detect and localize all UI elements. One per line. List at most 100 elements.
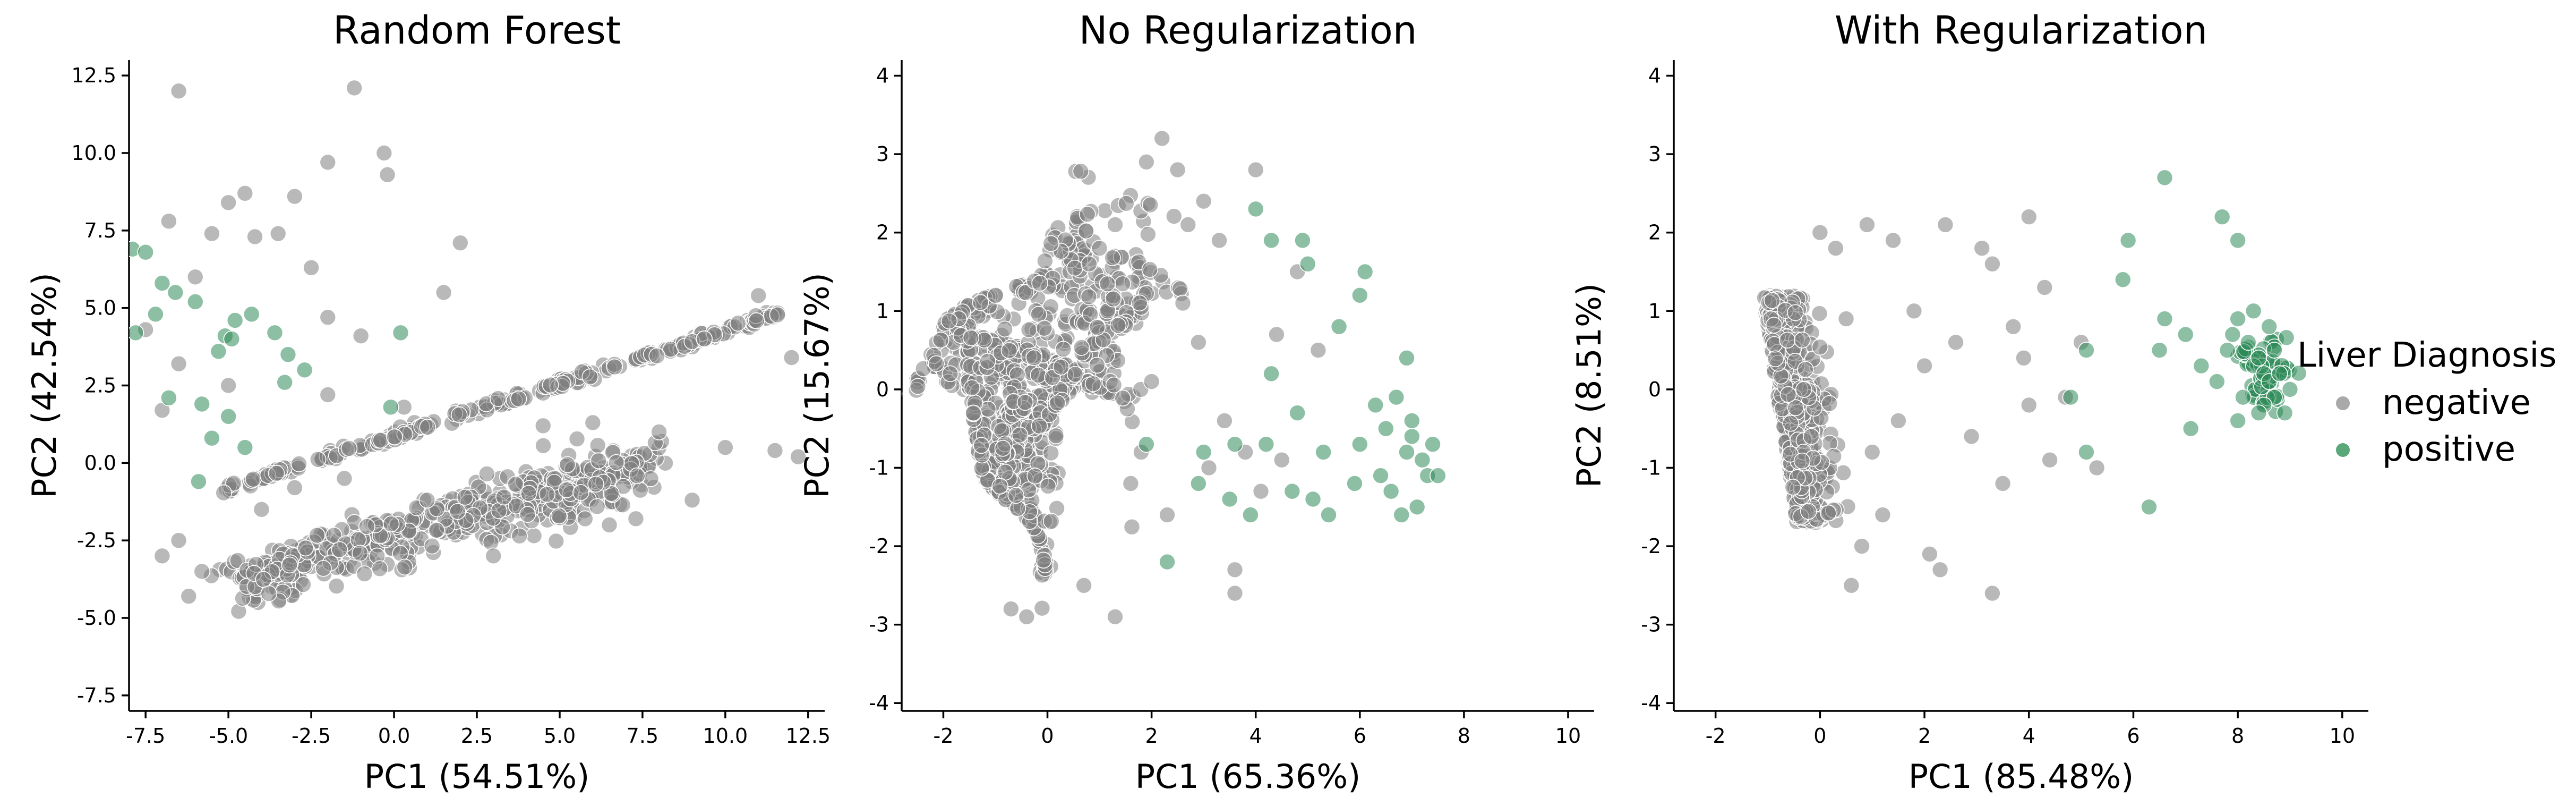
point-negative — [1089, 357, 1106, 374]
point-negative — [1853, 538, 1870, 555]
point-negative — [153, 547, 171, 565]
point-negative — [538, 486, 556, 503]
point-negative — [648, 347, 665, 364]
point-negative — [371, 560, 389, 578]
point-positive — [2229, 412, 2246, 429]
x-axis-label: PC1 (54.51%) — [364, 757, 590, 796]
point-negative — [766, 442, 784, 459]
point-negative — [631, 481, 649, 499]
y-tick-label: -3 — [869, 613, 889, 637]
point-negative — [1105, 290, 1122, 308]
point-negative — [507, 476, 524, 493]
point-negative — [297, 539, 314, 557]
point-positive — [1398, 444, 1415, 461]
point-positive — [2193, 357, 2210, 375]
point-positive — [226, 312, 244, 329]
x-tick-label: 5.0 — [544, 724, 576, 748]
point-positive — [276, 374, 293, 391]
point-negative — [309, 451, 327, 468]
point-negative — [651, 423, 667, 440]
point-negative — [1811, 338, 1829, 355]
point-positive — [1247, 200, 1264, 218]
point-negative — [1118, 195, 1135, 212]
point-negative — [1963, 428, 1980, 445]
point-negative — [1035, 552, 1052, 569]
x-tick-label: 0 — [1041, 724, 1054, 748]
point-negative — [1787, 304, 1804, 321]
x-tick-label: 0.0 — [378, 724, 410, 748]
point-negative — [319, 386, 337, 403]
y-tick-label: 4 — [1648, 64, 1661, 88]
point-positive — [2276, 404, 2293, 421]
y-tick-label: -2 — [1641, 534, 1661, 558]
point-positive — [190, 473, 207, 490]
panel-title: With Regularization — [1835, 8, 2207, 53]
point-negative — [1247, 161, 1264, 179]
y-tick-label: -2 — [869, 534, 889, 558]
legend-label-negative: negative — [2382, 383, 2531, 422]
point-negative — [1195, 192, 1212, 210]
y-tick-label: 0 — [876, 378, 889, 401]
point-positive — [1382, 482, 1400, 500]
point-negative — [614, 496, 631, 514]
y-tick-label: 2.5 — [84, 374, 116, 397]
point-negative — [1007, 487, 1024, 504]
point-negative — [1787, 399, 1804, 417]
point-negative — [589, 437, 606, 454]
point-negative — [428, 522, 445, 539]
point-positive — [2250, 350, 2267, 367]
x-tick-label: 7.5 — [627, 724, 658, 748]
point-negative — [1947, 334, 1964, 351]
point-negative — [508, 497, 525, 515]
point-negative — [315, 559, 332, 577]
point-positive — [186, 293, 204, 310]
y-tick-label: -4 — [869, 691, 889, 715]
point-negative — [1226, 561, 1244, 579]
point-negative — [994, 440, 1012, 457]
point-positive — [1304, 490, 1322, 508]
point-negative — [730, 315, 747, 332]
point-negative — [1131, 294, 1148, 312]
panel-no-regularization: No Regularization PC1 (65.36%) PC2 (15.6… — [798, 8, 1594, 796]
point-negative — [290, 455, 307, 472]
point-positive — [1263, 365, 1280, 383]
point-positive — [1403, 428, 1420, 445]
point-negative — [1211, 232, 1228, 249]
point-positive — [243, 306, 260, 323]
point-negative — [1784, 478, 1801, 496]
point-negative — [1017, 284, 1034, 301]
point-positive — [236, 439, 254, 456]
point-negative — [928, 355, 945, 372]
point-positive — [1377, 420, 1394, 437]
point-negative — [559, 456, 576, 473]
point-positive — [2266, 342, 2283, 359]
point-negative — [1030, 367, 1047, 384]
point-negative — [2005, 318, 2022, 335]
y-axis-label: PC2 (42.54%) — [25, 273, 64, 498]
point-negative — [1767, 350, 1784, 368]
point-negative — [319, 154, 337, 171]
point-negative — [577, 510, 594, 528]
point-negative — [346, 79, 363, 97]
point-negative — [478, 465, 495, 482]
point-negative — [1042, 235, 1059, 252]
point-positive — [2235, 388, 2252, 406]
point-negative — [909, 378, 927, 395]
point-negative — [1143, 373, 1160, 390]
panel-title: Random Forest — [333, 8, 621, 53]
y-tick-label: -7.5 — [77, 684, 116, 707]
point-negative — [1171, 280, 1188, 298]
point-negative — [215, 484, 232, 502]
point-positive — [1356, 263, 1374, 281]
point-negative — [1037, 252, 1054, 269]
point-negative — [1779, 386, 1797, 403]
point-negative — [1138, 154, 1155, 171]
point-negative — [452, 234, 469, 251]
point-positive — [1299, 255, 1316, 273]
y-tick-label: 4 — [876, 64, 889, 88]
point-negative — [485, 547, 502, 565]
legend-title: Liver Diagnosis — [2297, 336, 2556, 375]
point-negative — [1837, 310, 1855, 327]
point-positive — [2141, 498, 2158, 516]
point-negative — [1984, 584, 2001, 602]
